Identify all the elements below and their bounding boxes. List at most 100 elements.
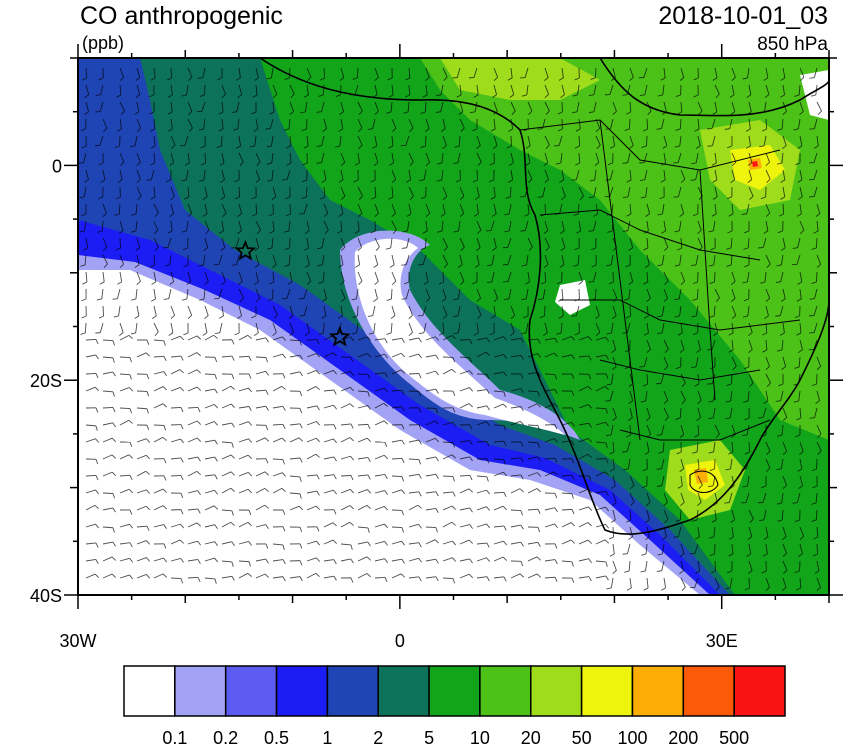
wind-barb-flag xyxy=(272,93,278,99)
wind-barb xyxy=(679,135,682,146)
wind-barb xyxy=(153,488,164,494)
wind-barb xyxy=(136,540,147,545)
wind-barb-flag xyxy=(255,179,260,184)
wind-barb xyxy=(272,576,283,579)
wind-barb xyxy=(780,458,784,469)
wind-barb-flag xyxy=(304,332,310,336)
wind-barb-flag xyxy=(418,373,422,379)
wind-barb-flag xyxy=(385,247,391,250)
wind-barb-flag xyxy=(520,332,527,335)
wind-barb-flag xyxy=(782,145,787,150)
wind-barb-flag xyxy=(691,162,697,165)
wind-barb xyxy=(663,152,667,163)
wind-barb xyxy=(323,352,334,358)
wind-barb xyxy=(136,557,147,562)
wind-barb xyxy=(629,169,632,180)
wind-barb xyxy=(476,288,481,299)
wind-barb-flag xyxy=(366,505,371,510)
wind-barb xyxy=(595,539,606,545)
wind-barb-flag xyxy=(248,561,251,567)
wind-barb-flag xyxy=(338,179,344,183)
wind-barb xyxy=(645,543,648,554)
wind-barb xyxy=(85,354,96,358)
wind-barb xyxy=(442,454,453,460)
wind-barb-flag xyxy=(572,111,578,114)
wind-barb xyxy=(306,271,312,282)
wind-barb-flag xyxy=(164,264,170,267)
wind-barb xyxy=(697,101,703,112)
wind-barb-flag xyxy=(264,504,269,509)
wind-barb xyxy=(289,423,300,426)
wind-barb-flag xyxy=(506,145,512,149)
wind-barb xyxy=(609,169,614,180)
wind-barb-flag xyxy=(679,213,684,217)
wind-barb xyxy=(153,386,164,392)
wind-barb xyxy=(799,135,803,146)
wind-barb xyxy=(748,186,754,197)
wind-barb-flag xyxy=(746,94,752,98)
wind-barb-flag xyxy=(180,407,184,413)
wind-barb xyxy=(578,488,589,494)
wind-barb xyxy=(255,370,266,375)
wind-barb xyxy=(340,488,351,494)
wind-barb xyxy=(391,489,402,494)
wind-barb-flag xyxy=(453,332,459,335)
wind-barb-flag xyxy=(146,540,151,545)
wind-barb xyxy=(84,220,87,231)
wind-barb-flag xyxy=(374,281,379,286)
wind-barb xyxy=(459,507,470,511)
wind-barb xyxy=(424,135,427,147)
wind-barb-flag xyxy=(596,144,601,149)
wind-barb-flag xyxy=(417,504,422,509)
wind-barb xyxy=(425,152,431,163)
wind-barb-flag xyxy=(247,472,253,477)
wind-barb-flag xyxy=(94,505,99,509)
wind-barb xyxy=(595,322,601,333)
wind-barb-flag xyxy=(795,434,801,438)
wind-barb-flag xyxy=(299,423,303,429)
wind-barb-flag xyxy=(134,111,140,115)
wind-barb-flag xyxy=(266,247,273,250)
wind-barb xyxy=(646,492,651,503)
wind-barb-flag xyxy=(605,336,609,342)
wind-barb-flag xyxy=(402,230,408,233)
wind-barb-flag xyxy=(131,213,137,216)
wind-barb-flag xyxy=(163,475,167,481)
wind-barb xyxy=(493,371,504,375)
wind-barb-flag xyxy=(358,144,363,149)
wind-barb xyxy=(561,336,572,341)
wind-barb-flag xyxy=(218,315,224,319)
wind-barb-flag xyxy=(367,424,371,430)
wind-barb xyxy=(102,118,108,129)
wind-barb xyxy=(153,371,164,375)
wind-barb-flag xyxy=(452,422,456,427)
wind-barb xyxy=(272,543,283,546)
wind-barb xyxy=(680,373,686,384)
wind-barb-flag xyxy=(320,77,325,81)
wind-barb-flag xyxy=(111,471,117,477)
wind-barb-flag xyxy=(748,332,753,337)
wind-barb-flag xyxy=(709,553,715,557)
wind-barb xyxy=(306,237,309,248)
wind-barb-flag xyxy=(675,94,681,98)
wind-barb-flag xyxy=(406,213,412,217)
wind-barb-flag xyxy=(367,336,372,341)
wind-barb-flag xyxy=(472,281,478,285)
wind-barb-flag xyxy=(145,352,150,357)
wind-barb xyxy=(629,373,634,384)
wind-barb-flag xyxy=(282,459,285,465)
wind-barb-flag xyxy=(285,145,291,149)
wind-barb-flag xyxy=(673,536,679,538)
wind-barb-flag xyxy=(180,509,184,515)
colorbar-swatch xyxy=(224,665,278,717)
wind-barb xyxy=(764,271,767,282)
wind-barb-flag xyxy=(677,111,682,115)
wind-barb-flag xyxy=(468,488,473,493)
wind-barb-flag xyxy=(643,230,649,234)
wind-barb-flag xyxy=(251,196,257,200)
wind-barb-flag xyxy=(80,264,86,267)
wind-barb-flag xyxy=(367,353,372,358)
wind-barb xyxy=(544,67,549,78)
wind-barb-flag xyxy=(679,468,684,472)
wind-barb xyxy=(289,505,300,511)
